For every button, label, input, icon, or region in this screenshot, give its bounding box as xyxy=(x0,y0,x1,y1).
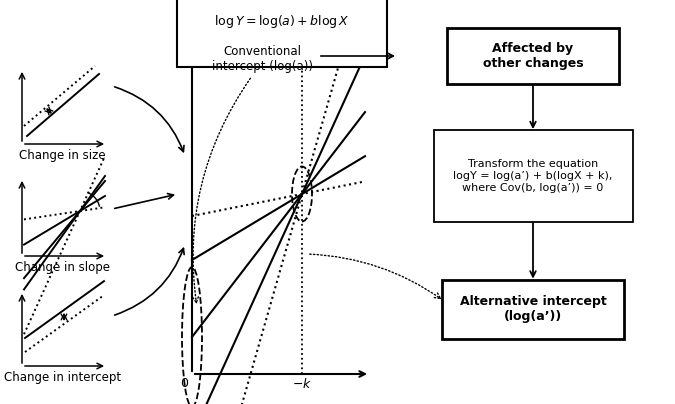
Text: $\log Y = \log(a) + b\log X$: $\log Y = \log(a) + b\log X$ xyxy=(214,13,350,29)
Text: Conventional
intercept (log(a)): Conventional intercept (log(a)) xyxy=(211,45,313,73)
Text: Change in size: Change in size xyxy=(19,149,106,162)
Text: 0: 0 xyxy=(180,377,188,390)
Text: Change in intercept: Change in intercept xyxy=(4,371,121,384)
FancyBboxPatch shape xyxy=(447,28,619,84)
FancyBboxPatch shape xyxy=(442,280,624,339)
FancyBboxPatch shape xyxy=(433,130,632,222)
Text: Alternative intercept
(log(a’)): Alternative intercept (log(a’)) xyxy=(460,295,606,323)
Text: Change in slope: Change in slope xyxy=(15,261,110,274)
Text: Transform the equation
logY = log(a’) + b(logX + k),
where Cov(b, log(a’)) = 0: Transform the equation logY = log(a’) + … xyxy=(454,160,613,193)
Text: $-k$: $-k$ xyxy=(292,377,312,391)
Text: Affected by
other changes: Affected by other changes xyxy=(483,42,583,70)
